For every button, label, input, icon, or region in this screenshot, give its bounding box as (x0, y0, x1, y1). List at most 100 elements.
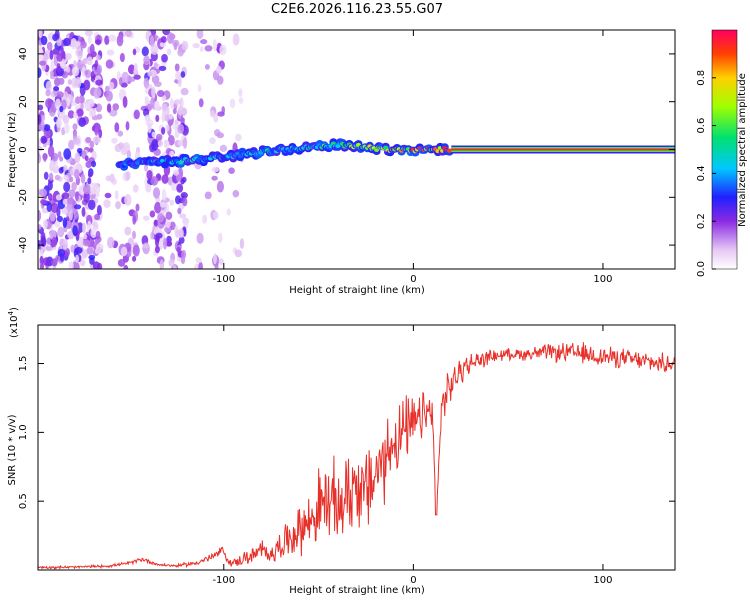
spectrogram-noise-blob (63, 114, 69, 125)
spectrogram-noise-blob (68, 261, 74, 269)
spectrogram-noise-blob (200, 39, 208, 45)
snr-y-tick-label: 0.5 (18, 493, 29, 509)
spectrogram-noise-blob (88, 109, 96, 117)
spectrogram-noise-blob (77, 239, 84, 249)
spectrogram-noise-blob (55, 194, 62, 201)
spectrogram-noise-blob (177, 207, 182, 215)
spectrogram-noise-blob (75, 254, 80, 263)
spectrogram-noise-blob (95, 79, 103, 86)
snr-y-tick-label: 1.0 (18, 424, 29, 440)
spectrogram-noise-blob (43, 152, 47, 162)
spectrogram-noise-blob (124, 226, 132, 236)
spectrogram-noise-blob (74, 96, 81, 104)
colorbar-label: Normalized spectral amplitude (737, 73, 748, 227)
spectrogram-noise-blob (82, 239, 91, 247)
spectrogram-noise-blob (167, 135, 175, 146)
spectrogram-noise-blob (64, 122, 70, 134)
spectrogram-noise-blob (232, 33, 240, 46)
spectrogram-noise-blob (171, 181, 178, 192)
spectrogram-noise-blob (63, 181, 71, 193)
spectrogram-noise-blob (120, 246, 128, 257)
spectrogram-noise-blob (66, 96, 71, 107)
spectrogram-noise-blob (155, 232, 163, 239)
spectrogram-noise-blob (78, 117, 86, 127)
spectrogram-noise-blob (75, 76, 82, 88)
spectrogram-noise-blob (49, 137, 53, 148)
spectrogram-noise-blob (108, 34, 117, 42)
spectrogram-noise-blob (39, 249, 44, 258)
spectrogram-noise-blob (39, 188, 47, 197)
spectrogram-noise-blob (180, 71, 186, 78)
spectrogram-noise-blob (196, 30, 204, 40)
spectrogram-noise-blob (143, 108, 150, 117)
spectrogram-noise-blob (174, 63, 180, 72)
spectrogram-noise-blob (177, 105, 183, 116)
spectrogram-noise-blob (41, 137, 48, 144)
spectrogram-noise-blob (157, 213, 165, 223)
spectrogram-noise-blob (132, 48, 137, 56)
spectrogram-noise-blob (80, 40, 87, 49)
spectrogram-x-tick-label: -100 (212, 274, 235, 285)
spectrogram-noise-blob (56, 206, 61, 218)
spectrogram-noise-blob (72, 225, 78, 237)
spectrogram-noise-blob (161, 174, 169, 184)
spectrogram-noise-blob (38, 30, 43, 39)
spectrogram-noise-blob (143, 55, 150, 66)
spectrogram-noise-blob (161, 188, 167, 201)
spectrogram-noise-blob (154, 201, 162, 214)
spectrogram-noise-blob (89, 43, 95, 55)
colorbar-tick-label: 0.2 (696, 213, 707, 229)
spectrogram-noise-blob (38, 209, 42, 222)
spectrogram-noise-blob (53, 86, 60, 92)
spectrogram-y-tick-label: -20 (18, 189, 29, 205)
spectrogram-noise-blob (75, 262, 80, 269)
spectrogram-noise-blob (160, 36, 167, 43)
spectrogram-noise-blob (219, 44, 227, 56)
spectrogram-noise-blob (69, 176, 74, 183)
spectrogram-noise-blob (238, 97, 244, 104)
spectrogram-noise-blob (111, 137, 118, 144)
spectrogram-noise-blob (145, 183, 152, 193)
spectrogram-noise-blob (74, 152, 81, 164)
spectrogram-noise-blob (92, 136, 101, 144)
spectrogram-noise-blob (56, 215, 64, 223)
spectrogram-noise-blob (180, 87, 189, 96)
spectrogram-noise-blob (38, 104, 44, 111)
spectrogram-noise-blob (182, 197, 188, 207)
spectrogram-ridge-cell (374, 148, 380, 152)
spectrogram-noise-blob (88, 254, 96, 260)
spectrogram-noise-blob (86, 56, 93, 66)
snr-y-tick-label: 1.5 (18, 356, 29, 372)
spectrogram-noise-blob (161, 126, 166, 135)
spectrogram-noise-blob (96, 243, 103, 254)
spectrogram-noise-blob (161, 111, 166, 123)
spectrogram-noise-blob (226, 208, 231, 216)
spectrogram-noise-blob (59, 105, 64, 113)
spectrogram-noise-blob (74, 168, 80, 180)
spectrogram-noise-blob (143, 215, 150, 221)
spectrogram-noise-blob (104, 192, 112, 199)
spectrogram-noise-blob (120, 82, 128, 88)
spectrogram-noise-blob (123, 264, 129, 269)
spectrogram-noise-blob (151, 131, 156, 138)
spectrogram-noise-blob (132, 230, 136, 240)
spectrogram-noise-blob (119, 52, 125, 63)
spectrogram-noise-blob (56, 118, 62, 128)
spectrogram-noise-blob (147, 71, 153, 77)
spectrogram-y-ticks: -40 -20 0 20 40 (18, 48, 675, 253)
spectrogram-noise-blob (40, 35, 48, 46)
spectrogram-noise-blob (38, 47, 43, 53)
spectrogram-noise-blob (174, 131, 180, 139)
spectrogram-noise-blob (154, 245, 160, 254)
spectrogram-noise-blob (71, 66, 80, 77)
spectrogram-noise-blob (90, 227, 98, 238)
spectrogram-noise-blob (40, 114, 46, 122)
spectrogram-noise-blob (181, 40, 189, 51)
spectrogram-noise-blob (151, 86, 156, 98)
spectrogram-noise-blob (66, 65, 71, 73)
snr-series-line (38, 342, 675, 570)
spectrogram-noise-blob (177, 123, 185, 134)
spectrogram-noise-blob (194, 263, 200, 269)
spectrogram-noise-blob (132, 214, 137, 225)
spectrogram-noise-blob (38, 153, 42, 164)
